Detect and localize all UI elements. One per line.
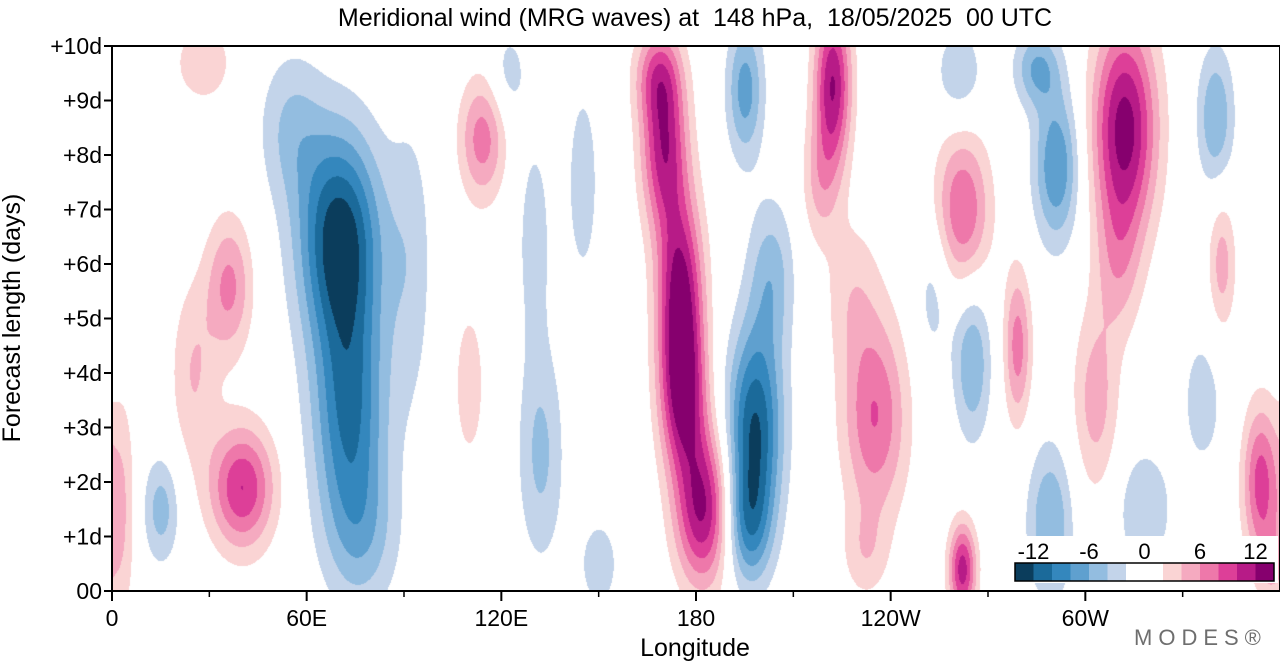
modes-logo: MODES® xyxy=(1134,625,1267,650)
y-tick-label: +1d xyxy=(63,524,102,550)
colorbar-swatch xyxy=(1237,563,1256,581)
x-tick-label: 0 xyxy=(106,605,119,631)
colorbar-swatch xyxy=(1200,563,1219,581)
colorbar-swatch xyxy=(1070,563,1089,581)
colorbar-swatch xyxy=(1033,563,1052,581)
y-tick-label: +5d xyxy=(63,306,102,332)
colorbar-frame xyxy=(1014,562,1275,582)
colorbar-swatch xyxy=(1218,563,1237,581)
y-tick-label: +10d xyxy=(50,33,102,59)
colorbar-swatch xyxy=(1089,563,1108,581)
y-tick-label: +8d xyxy=(63,142,102,168)
x-axis: 0 60E 120E 180 120W 60W xyxy=(106,591,1184,631)
colorbar-swatch xyxy=(1107,563,1126,581)
x-axis-title: Longitude xyxy=(640,634,750,662)
colorbar-swatch xyxy=(1163,563,1182,581)
x-tick-label: 60E xyxy=(286,605,327,631)
x-tick-label: 120E xyxy=(474,605,528,631)
y-tick-label: +2d xyxy=(63,469,102,495)
x-tick-label: 60W xyxy=(1062,605,1110,631)
wind-field-canvas xyxy=(112,46,1280,591)
chart-title: Meridional wind (MRG waves) at 148 hPa, … xyxy=(338,4,1052,32)
colorbar-tick-label: -6 xyxy=(1079,539,1099,564)
y-tick-label: +6d xyxy=(63,251,102,277)
plot-area xyxy=(112,46,1280,591)
x-tick-label: 180 xyxy=(677,605,715,631)
y-tick-label: +7d xyxy=(63,197,102,223)
y-tick-label: 00 xyxy=(76,578,102,604)
colorbar-swatch xyxy=(1015,563,1034,581)
colorbar-tick-label: -12 xyxy=(1018,539,1050,564)
wind-field xyxy=(112,46,1280,591)
colorbar-tick-label: 6 xyxy=(1194,539,1206,564)
colorbar-swatch xyxy=(1255,563,1274,581)
y-tick-label: +4d xyxy=(63,360,102,386)
logo-text: MODES® xyxy=(1134,625,1267,650)
y-tick-label: +3d xyxy=(63,415,102,441)
y-axis-title: Forecast length (days) xyxy=(0,194,26,443)
x-tick-label: 120W xyxy=(861,605,921,631)
y-axis: 00 +1d +2d +3d +4d +5d +6d +7d +8d +9d +10d xyxy=(50,33,112,604)
colorbar-swatch xyxy=(1052,563,1071,581)
colorbar-swatch xyxy=(1181,563,1200,581)
colorbar-tick-label: 12 xyxy=(1243,539,1267,564)
colorbar: -12 -6 0 6 12 xyxy=(1011,536,1278,583)
colorbar-swatch xyxy=(1126,563,1163,581)
colorbar-tick-label: 0 xyxy=(1138,539,1150,564)
y-tick-label: +9d xyxy=(63,88,102,114)
